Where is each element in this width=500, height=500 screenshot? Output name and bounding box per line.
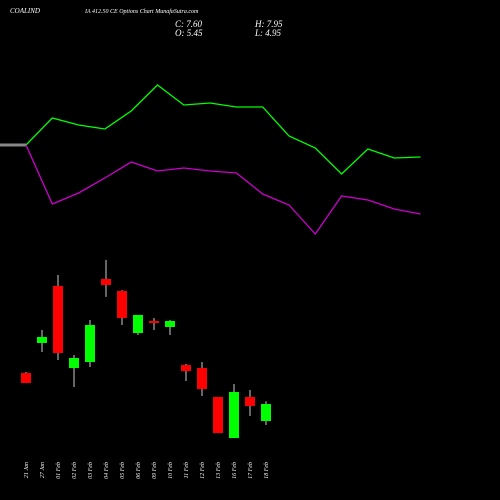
candle-body bbox=[133, 314, 143, 333]
line-series bbox=[25, 144, 421, 236]
x-tick-label: 10 Feb bbox=[168, 462, 174, 479]
x-tick-label: 09 Feb bbox=[152, 462, 158, 479]
stat-low: L: 4.95 bbox=[254, 28, 282, 38]
candle-body bbox=[69, 357, 79, 369]
x-tick-label: 12 Feb bbox=[200, 462, 206, 479]
x-tick-label: 27 Jan bbox=[40, 462, 46, 478]
candle-body bbox=[37, 336, 47, 343]
x-tick-label: 04 Feb bbox=[103, 462, 110, 479]
candle-body bbox=[101, 278, 111, 285]
candle-body bbox=[197, 368, 207, 389]
candle-body bbox=[261, 404, 271, 422]
stat-open: O: 5.45 bbox=[175, 28, 203, 38]
candle-body bbox=[149, 320, 159, 323]
x-tick-label: 05 Feb bbox=[120, 462, 126, 479]
candle-body bbox=[245, 396, 255, 406]
x-tick-label: 03 Feb bbox=[88, 462, 94, 479]
stat-close: C: 7.60 bbox=[175, 19, 203, 29]
candle-body bbox=[213, 396, 223, 434]
candle-body bbox=[53, 285, 63, 354]
x-tick-label: 17 Feb bbox=[248, 462, 254, 479]
candle-body bbox=[21, 373, 31, 383]
candle-body bbox=[117, 291, 127, 318]
candle-body bbox=[85, 325, 95, 363]
chart-subtitle: IA 412.50 CE Options Chart MunafaSutra.c… bbox=[84, 8, 199, 15]
x-tick-label: 01 Feb bbox=[56, 462, 62, 479]
x-tick-label: 21 Jan bbox=[24, 462, 30, 478]
line-series bbox=[25, 84, 421, 175]
x-tick-label: 06 Feb bbox=[136, 462, 142, 479]
x-tick-label: 18 Feb bbox=[264, 462, 270, 479]
chart-title: COALIND bbox=[10, 7, 40, 15]
x-tick-label: 11 Feb bbox=[184, 462, 190, 478]
candle-body bbox=[165, 320, 175, 327]
candle-body bbox=[229, 391, 239, 439]
candle-body bbox=[181, 365, 191, 372]
x-tick-label: 16 Feb bbox=[232, 462, 238, 479]
x-tick-label: 02 Feb bbox=[72, 462, 78, 479]
stat-high: H: 7.95 bbox=[254, 19, 283, 29]
x-tick-label: 13 Feb bbox=[216, 462, 222, 479]
